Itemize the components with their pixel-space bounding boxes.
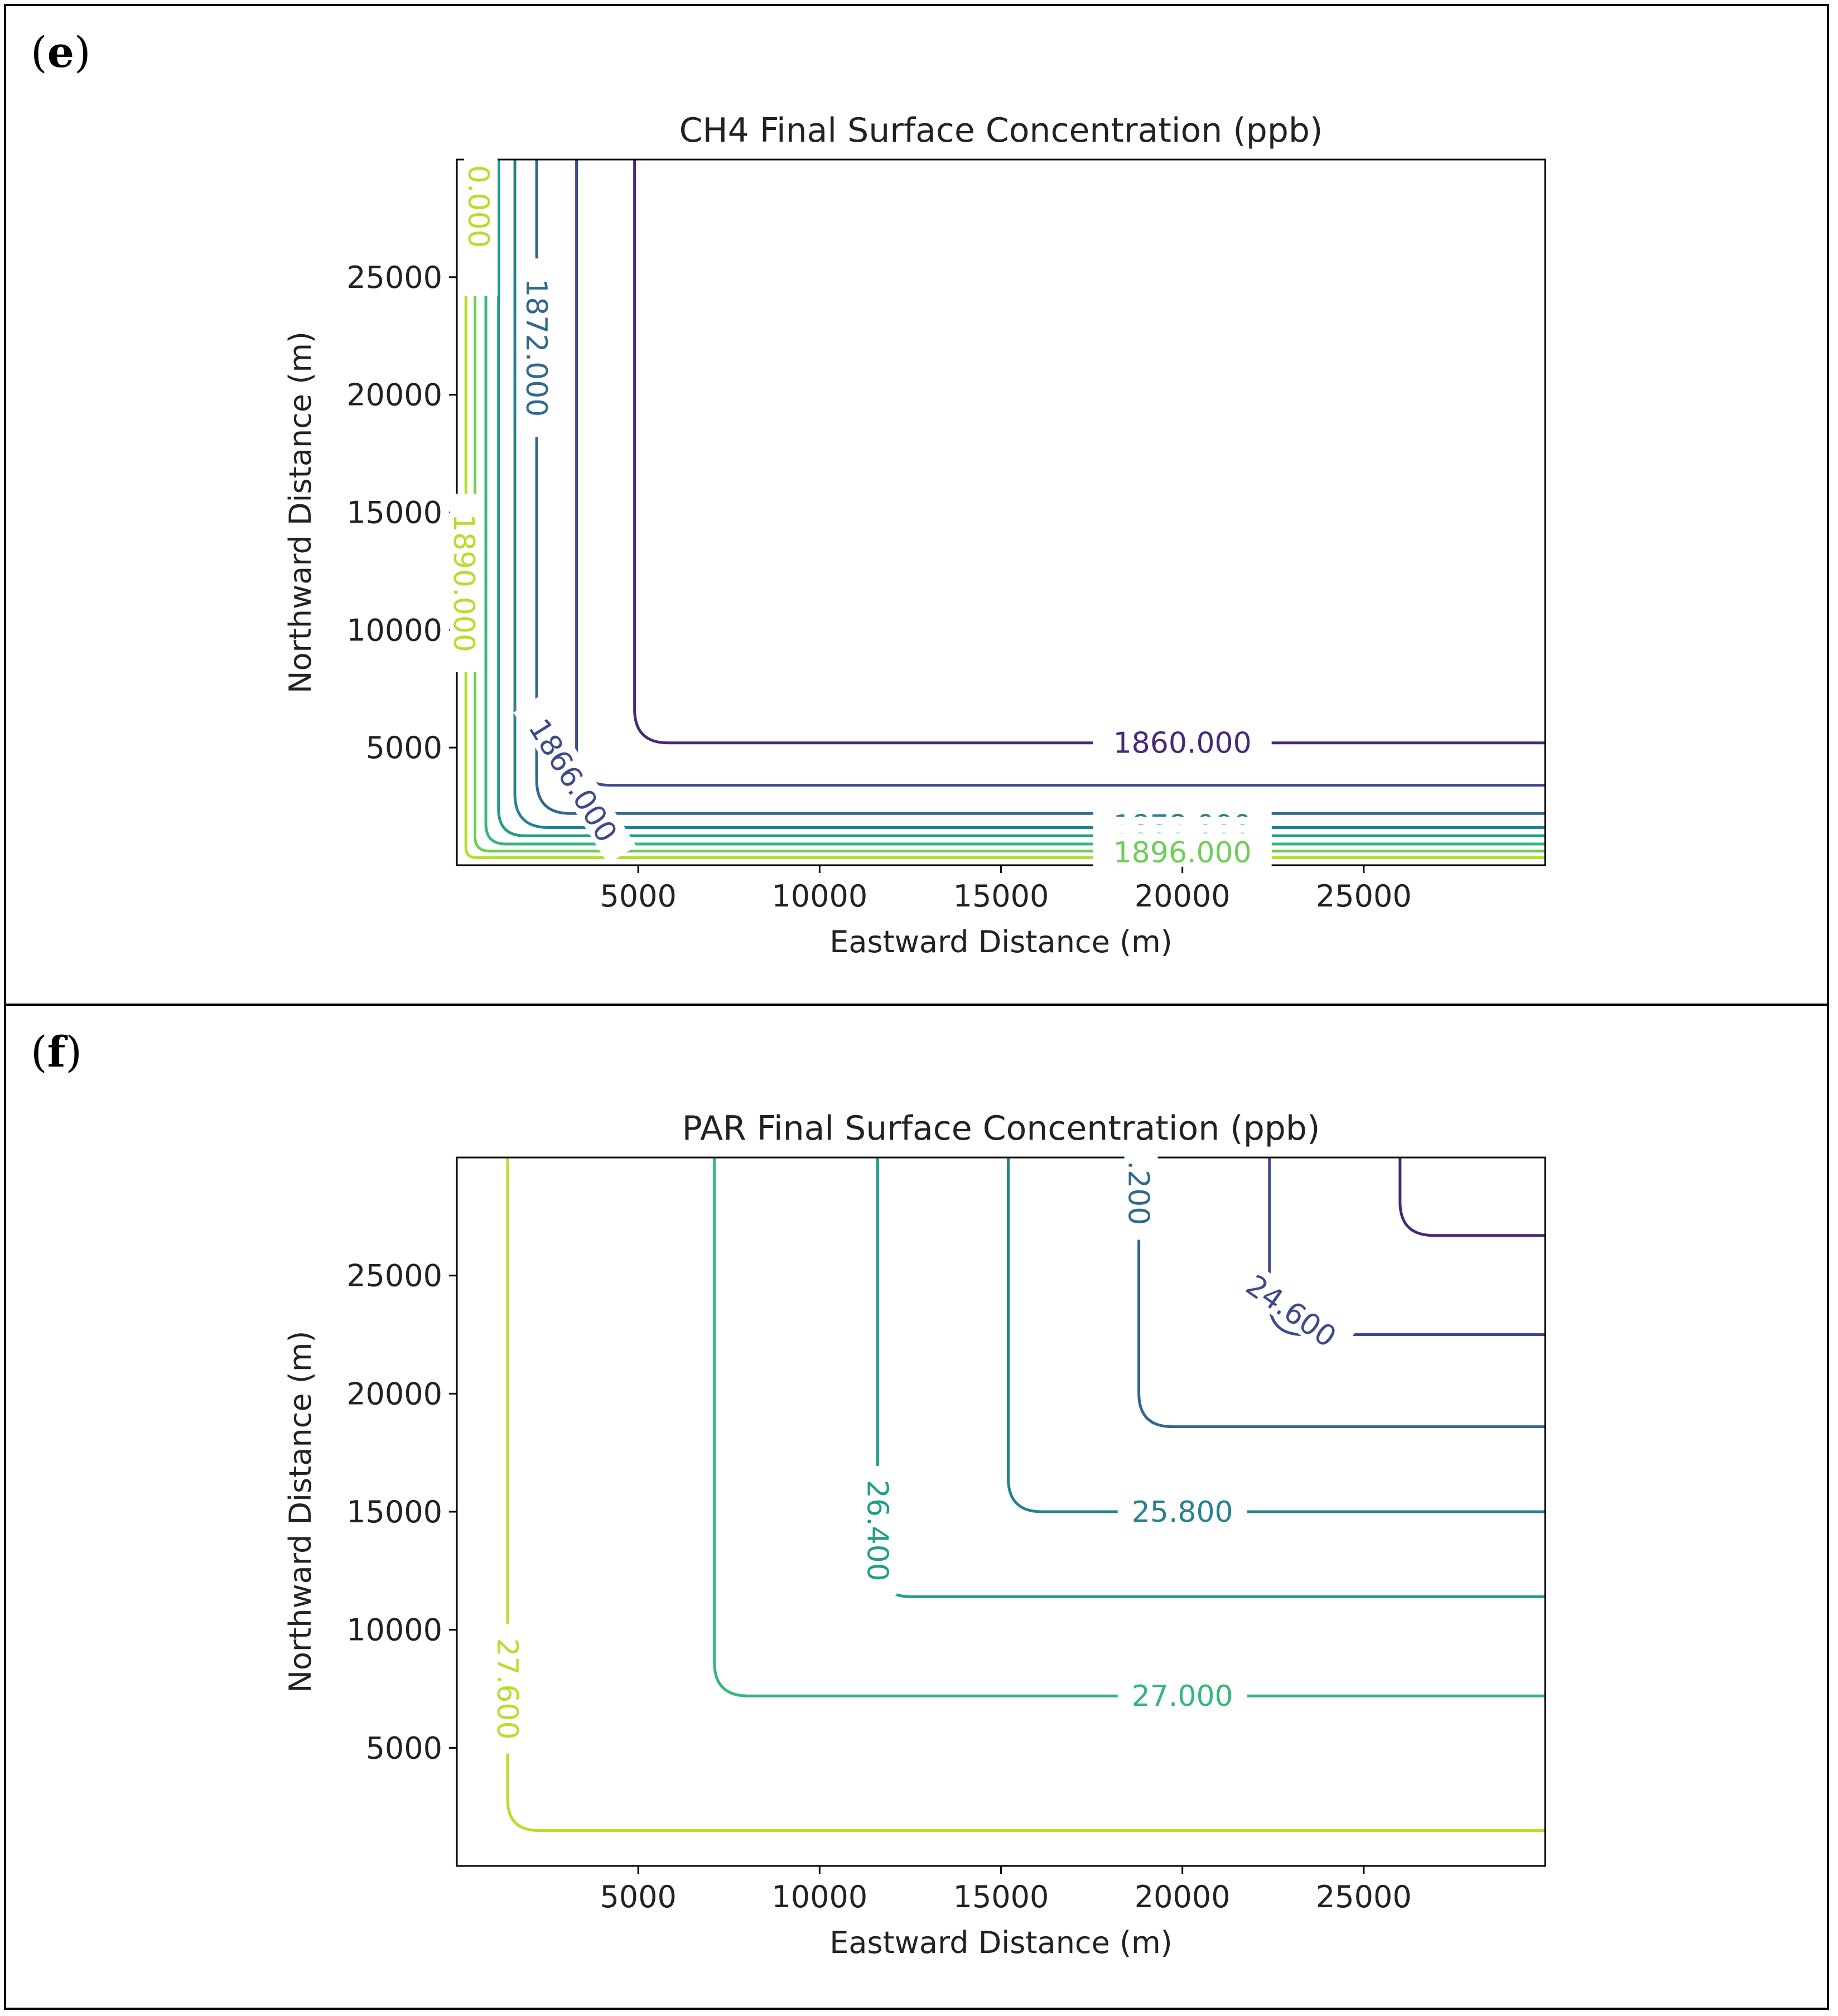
contour-label-bg <box>1117 1677 1247 1711</box>
contour-line <box>513 160 1545 829</box>
contour-line <box>497 160 1545 837</box>
panel-f: (f) PAR Final Surface Concentration (ppb… <box>4 1004 1829 2010</box>
contour-label: 26.400 <box>860 1480 894 1581</box>
y-tick-label: 25000 <box>346 1258 442 1294</box>
y-axis-label: Northward Distance (m) <box>283 1330 318 1692</box>
panel-label-f: (f) <box>31 1027 83 1077</box>
contour-label-bg <box>1124 1146 1158 1240</box>
contour-line <box>535 160 1545 815</box>
contour-label-bg <box>464 117 498 296</box>
contour-label: 27.600 <box>490 1638 524 1740</box>
x-tick-label: 20000 <box>1135 879 1231 914</box>
contour-label-bg <box>1093 833 1272 867</box>
contour-label-bg <box>450 494 484 672</box>
y-tick-label: 25000 <box>346 260 442 295</box>
contour-line <box>1137 1157 1545 1429</box>
y-tick-label: 15000 <box>346 1494 442 1530</box>
contour-line <box>876 1157 1545 1598</box>
contour-line <box>1398 1157 1545 1237</box>
contour-line <box>633 160 1545 745</box>
x-axis-label: Eastward Distance (m) <box>829 1925 1173 1960</box>
y-tick-label: 20000 <box>346 1376 442 1411</box>
plot-area <box>456 158 1546 866</box>
contour-line <box>506 1157 1545 1832</box>
contour-line <box>464 160 1545 860</box>
contour-label: 27.000 <box>1132 1680 1233 1713</box>
chart-title: PAR Final Surface Concentration (ppb) <box>682 1109 1320 1148</box>
contour-label-bg <box>493 1624 527 1754</box>
contour-line <box>474 160 1545 853</box>
contour-label: 0.000 <box>461 165 495 248</box>
contour-chart-f: PAR Final Surface Concentration (ppb) 500… <box>283 1109 1546 1960</box>
contour-label-bg <box>522 258 556 437</box>
y-tick-label: 20000 <box>346 378 442 413</box>
x-tick-label: 15000 <box>953 1879 1049 1914</box>
x-tick-label: 15000 <box>953 879 1049 914</box>
contour-chart-e: CH4 Final Surface Concentration (ppb) 500… <box>283 111 1546 959</box>
contour-label-bg <box>1093 724 1272 758</box>
y-tick-label: 5000 <box>366 1730 442 1766</box>
y-axis-label: Northward Distance (m) <box>283 331 318 693</box>
contour-line <box>575 160 1545 787</box>
contour-label: 1890.000 <box>447 514 480 652</box>
contour-line <box>484 160 1545 846</box>
x-tick-label: 20000 <box>1135 1879 1231 1914</box>
y-tick-label: 5000 <box>366 730 442 765</box>
contour-label: .200 <box>1122 1161 1155 1226</box>
x-tick-label: 25000 <box>1316 879 1412 914</box>
y-tick-label: 10000 <box>346 612 442 648</box>
contour-label: 1896.000 <box>1113 836 1252 870</box>
contour-line <box>1007 1157 1545 1513</box>
contour-label: 25.800 <box>1132 1496 1233 1529</box>
panel-label-e: (e) <box>31 27 91 77</box>
x-tick-label: 25000 <box>1316 1879 1412 1914</box>
contour-line <box>713 1157 1545 1697</box>
contour-label: 24.600 <box>1239 1269 1342 1354</box>
y-tick-label: 15000 <box>346 495 442 530</box>
contour-label-bg <box>1117 1493 1247 1526</box>
x-axis-label: Eastward Distance (m) <box>829 924 1173 959</box>
contour-label: 1860.000 <box>1113 727 1252 760</box>
x-tick-label: 5000 <box>600 1879 676 1914</box>
y-tick-label: 10000 <box>346 1613 442 1648</box>
x-tick-label: 10000 <box>771 879 867 914</box>
contour-label: 1872.000 <box>519 278 553 417</box>
x-tick-label: 10000 <box>771 1879 867 1914</box>
x-tick-label: 5000 <box>600 879 676 914</box>
panel-e: (e) CH4 Final Surface Concentration (ppb… <box>4 4 1829 1006</box>
contour-label-bg <box>513 694 636 864</box>
contour-label-bg <box>1229 1258 1355 1360</box>
chart-title: CH4 Final Surface Concentration (ppb) <box>679 111 1323 150</box>
contour-label-bg <box>863 1465 897 1595</box>
